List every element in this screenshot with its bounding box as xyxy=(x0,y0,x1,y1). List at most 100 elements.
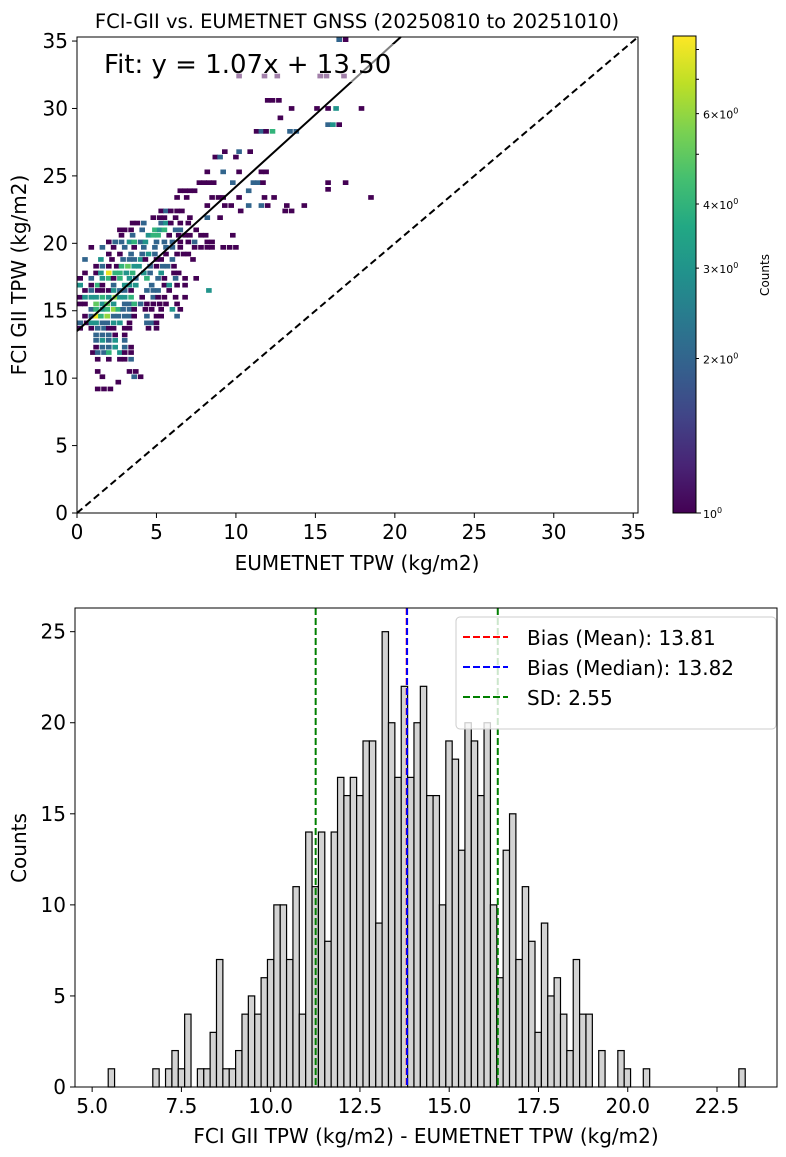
heatmap-cell xyxy=(88,276,95,281)
heatmap-cell xyxy=(336,37,342,42)
histogram-bar xyxy=(215,958,224,1088)
heatmap-cell xyxy=(325,187,331,192)
heatmap-cell xyxy=(82,257,88,262)
heatmap-cell xyxy=(129,270,136,276)
legend-box xyxy=(455,616,777,730)
y-tick-label: 0 xyxy=(55,501,68,525)
histogram-bar xyxy=(317,831,326,1088)
heatmap-cell xyxy=(126,301,133,307)
histogram-bar xyxy=(394,776,402,1088)
x-tick-label: 0 xyxy=(71,520,84,544)
heatmap-cell xyxy=(222,203,228,208)
histogram-bar xyxy=(107,1068,116,1088)
heatmap-cell xyxy=(263,169,269,175)
heatmap-cell xyxy=(288,208,295,214)
heatmap-cell xyxy=(115,379,122,385)
x-tick-label: 20.0 xyxy=(605,1094,650,1118)
heatmap-cell xyxy=(82,301,88,307)
heatmap-cell xyxy=(175,270,182,276)
y-tick-label: 25 xyxy=(43,164,68,188)
histogram-bar xyxy=(623,1068,632,1088)
heatmap-cell xyxy=(174,251,180,257)
heatmap-cell xyxy=(121,332,128,338)
heatmap-cell xyxy=(358,106,365,111)
heatmap-cell xyxy=(169,257,176,262)
heatmap-cells xyxy=(77,37,374,392)
heatmap-cell xyxy=(142,239,149,245)
heatmap-cell xyxy=(187,188,193,194)
histogram-bar xyxy=(184,1013,192,1088)
colorbar-tick-label: 6×100 xyxy=(703,107,738,122)
heatmap-cell xyxy=(166,232,172,238)
heatmap-cell xyxy=(155,276,161,281)
heatmap-cell xyxy=(88,282,95,288)
y-tick-label: 5 xyxy=(55,434,68,458)
histogram-bar xyxy=(642,1068,651,1088)
heatmap-cell xyxy=(148,320,155,326)
histogram-bar xyxy=(438,904,447,1088)
heatmap-cell xyxy=(88,325,95,331)
y-tick-label: 30 xyxy=(43,96,68,120)
heatmap-cell xyxy=(121,325,128,331)
x-tick-label: 17.5 xyxy=(516,1094,561,1118)
heatmap-cell xyxy=(93,307,99,312)
heatmap-cell xyxy=(236,169,242,175)
heatmap-cell xyxy=(99,374,106,380)
x-tick-label: 12.5 xyxy=(338,1094,383,1118)
histogram-bar xyxy=(228,1068,237,1088)
heatmap-cell xyxy=(141,245,147,250)
colorbar-ticks: 100 2×100 3×100 4×100 6×100 xyxy=(696,49,738,521)
histogram-bar xyxy=(349,776,358,1088)
heatmap-cell xyxy=(112,239,118,245)
histogram-bar xyxy=(356,794,364,1088)
heatmap-cell xyxy=(141,220,147,226)
heatmap-cell xyxy=(93,320,99,326)
heatmap-cell xyxy=(121,356,128,362)
heatmap-cell xyxy=(121,227,128,233)
heatmap-cell xyxy=(258,203,265,208)
heatmap-cell xyxy=(172,276,179,281)
heatmap-cell xyxy=(104,320,110,326)
heatmap-cell xyxy=(109,257,115,262)
heatmap-cell xyxy=(150,294,157,300)
histogram-y-ticks: 0 5 10 15 20 25 xyxy=(41,620,75,1099)
histogram-bar xyxy=(457,849,466,1088)
heatmap-cell xyxy=(261,195,268,200)
colorbar-label: Counts xyxy=(758,254,772,296)
heatmap-cell xyxy=(106,263,112,269)
histogram-bar xyxy=(413,722,421,1088)
heatmap-cell xyxy=(88,313,95,319)
heatmap-cell xyxy=(158,220,164,226)
heatmap-cell xyxy=(144,288,150,293)
heatmap-cell xyxy=(148,282,155,288)
histogram-bar xyxy=(330,831,339,1088)
heatmap-x-label: EUMETNET TPW (kg/m2) xyxy=(235,551,480,575)
heatmap-cell xyxy=(182,276,188,281)
colorbar xyxy=(672,35,697,514)
heatmap-cell xyxy=(217,215,223,220)
heatmap-cell xyxy=(126,369,133,374)
heatmap-cell xyxy=(163,220,169,226)
heatmap-cell xyxy=(245,188,252,194)
heatmap-cell xyxy=(158,270,164,276)
heatmap-cell xyxy=(185,220,192,226)
histogram-bar xyxy=(477,794,485,1088)
histogram-bar xyxy=(400,685,409,1088)
heatmap-cell xyxy=(236,195,242,200)
heatmap-cell xyxy=(150,215,157,220)
y-tick-label: 15 xyxy=(43,299,68,323)
heatmap-cell xyxy=(112,270,118,276)
heatmap-cell xyxy=(94,386,101,392)
histogram-bar xyxy=(566,1049,574,1088)
heatmap-cell xyxy=(222,149,228,154)
heatmap-cell xyxy=(325,106,331,111)
x-tick-label: 5 xyxy=(150,520,163,544)
histogram-bar xyxy=(260,977,269,1088)
histogram-bar xyxy=(407,776,415,1088)
histogram-bar xyxy=(419,685,428,1088)
heatmap-cell xyxy=(99,282,106,288)
heatmap-cell xyxy=(193,276,199,281)
heatmap-cell xyxy=(77,320,83,326)
heatmap-cell xyxy=(121,282,128,288)
heatmap-cell xyxy=(128,356,134,362)
